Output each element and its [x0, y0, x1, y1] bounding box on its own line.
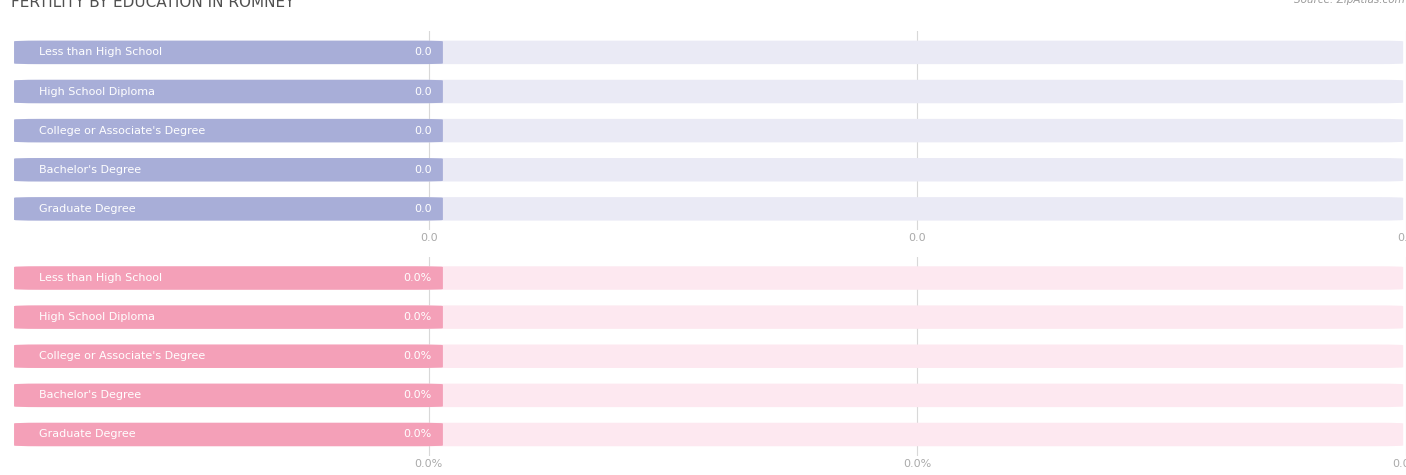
FancyBboxPatch shape: [14, 197, 443, 220]
Text: 0.0%: 0.0%: [404, 312, 432, 322]
FancyBboxPatch shape: [14, 80, 1403, 103]
Text: 0.0: 0.0: [413, 125, 432, 136]
Text: Less than High School: Less than High School: [39, 273, 163, 283]
FancyBboxPatch shape: [14, 119, 443, 142]
Text: Bachelor's Degree: Bachelor's Degree: [39, 390, 142, 400]
FancyBboxPatch shape: [14, 423, 443, 446]
Text: Graduate Degree: Graduate Degree: [39, 204, 136, 214]
Text: Graduate Degree: Graduate Degree: [39, 429, 136, 439]
FancyBboxPatch shape: [14, 423, 1403, 446]
FancyBboxPatch shape: [14, 158, 443, 181]
Text: 0.0: 0.0: [413, 204, 432, 214]
FancyBboxPatch shape: [14, 158, 1403, 181]
FancyBboxPatch shape: [14, 266, 1403, 290]
Text: 0.0%: 0.0%: [404, 429, 432, 439]
FancyBboxPatch shape: [14, 197, 1403, 220]
Text: Bachelor's Degree: Bachelor's Degree: [39, 165, 142, 175]
FancyBboxPatch shape: [14, 305, 443, 329]
Text: 0.0%: 0.0%: [404, 351, 432, 361]
Text: College or Associate's Degree: College or Associate's Degree: [39, 351, 205, 361]
FancyBboxPatch shape: [14, 344, 1403, 368]
Text: 0.0: 0.0: [413, 48, 432, 57]
Text: 0.0: 0.0: [413, 165, 432, 175]
FancyBboxPatch shape: [14, 384, 1403, 407]
Text: Less than High School: Less than High School: [39, 48, 163, 57]
Text: 0.0%: 0.0%: [404, 273, 432, 283]
FancyBboxPatch shape: [14, 41, 1403, 64]
FancyBboxPatch shape: [14, 41, 443, 64]
FancyBboxPatch shape: [14, 305, 1403, 329]
Text: High School Diploma: High School Diploma: [39, 312, 156, 322]
Text: High School Diploma: High School Diploma: [39, 86, 156, 96]
FancyBboxPatch shape: [14, 384, 443, 407]
Text: Source: ZipAtlas.com: Source: ZipAtlas.com: [1294, 0, 1405, 5]
Text: 0.0%: 0.0%: [404, 390, 432, 400]
Text: FERTILITY BY EDUCATION IN ROMNEY: FERTILITY BY EDUCATION IN ROMNEY: [11, 0, 295, 10]
Text: 0.0: 0.0: [413, 86, 432, 96]
FancyBboxPatch shape: [14, 119, 1403, 142]
FancyBboxPatch shape: [14, 80, 443, 103]
Text: College or Associate's Degree: College or Associate's Degree: [39, 125, 205, 136]
FancyBboxPatch shape: [14, 344, 443, 368]
FancyBboxPatch shape: [14, 266, 443, 290]
